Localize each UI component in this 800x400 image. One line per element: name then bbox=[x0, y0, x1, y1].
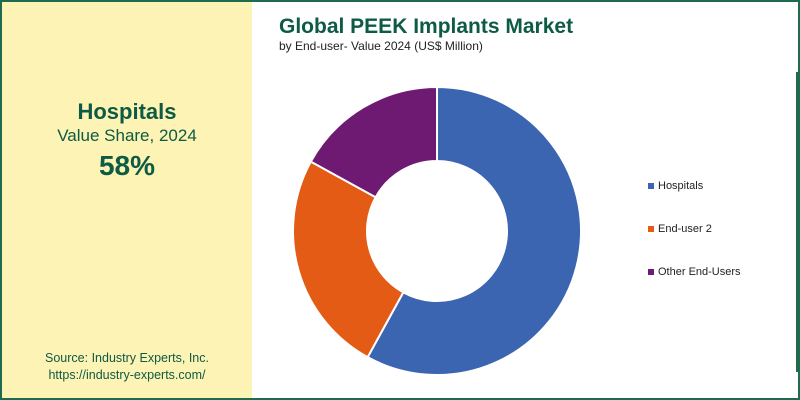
highlight-share-value: 58% bbox=[98, 150, 156, 181]
highlight-segment-name: Hospitals bbox=[77, 99, 177, 124]
legend-item: Other End-Users bbox=[648, 264, 741, 279]
chart-legend: Hospitals End-user 2 Other End-Users bbox=[648, 178, 741, 307]
source-note: Source: Industry Experts, Inc. https://i… bbox=[2, 350, 252, 384]
legend-label: Hospitals bbox=[658, 179, 704, 192]
frame-accent-bar bbox=[796, 72, 798, 372]
legend-swatch bbox=[648, 268, 654, 275]
donut-slice-end-user-2 bbox=[292, 160, 405, 359]
legend-item: Hospitals bbox=[648, 178, 741, 193]
legend-swatch bbox=[648, 182, 654, 189]
legend-swatch bbox=[648, 225, 654, 232]
legend-item: End-user 2 bbox=[648, 221, 741, 236]
source-url: https://industry-experts.com/ bbox=[48, 368, 206, 382]
legend-label: Other End-Users bbox=[658, 265, 741, 278]
highlight-share-label: Value Share, 2024 bbox=[57, 126, 197, 145]
source-text: Source: Industry Experts, Inc. bbox=[45, 351, 209, 365]
chart-subtitle: by End-user- Value 2024 (US$ Million) bbox=[279, 39, 483, 53]
chart-title: Global PEEK Implants Market bbox=[279, 15, 574, 38]
donut-slice-hospitals bbox=[366, 85, 582, 376]
highlight-panel: Hospitals Value Share, 2024 58% Source: … bbox=[2, 2, 252, 398]
legend-label: End-user 2 bbox=[658, 222, 712, 235]
donut-slice-other-end-users bbox=[309, 85, 438, 199]
